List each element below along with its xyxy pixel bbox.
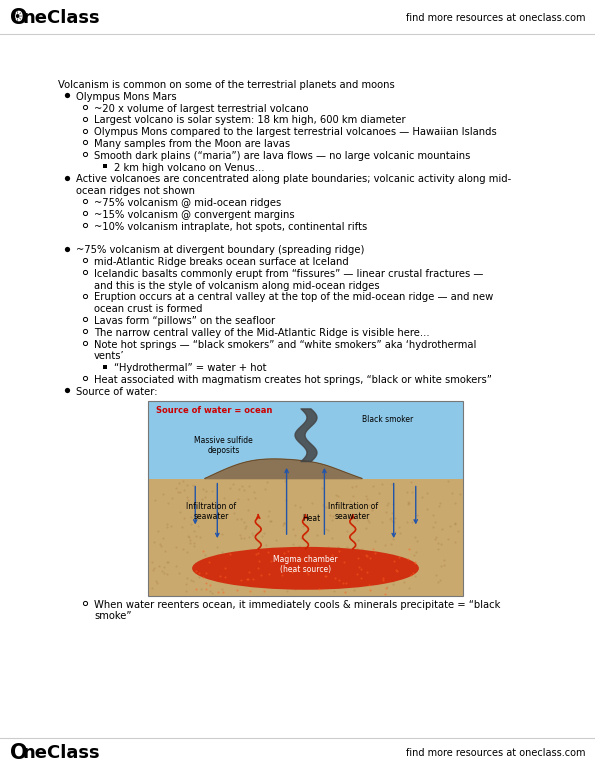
Text: Source of water = ocean: Source of water = ocean	[156, 406, 273, 414]
Text: Note hot springs — “black smokers” and “white smokers” aka ‘hydrothermal: Note hot springs — “black smokers” and “…	[94, 340, 477, 350]
Text: Heat: Heat	[303, 514, 321, 523]
Text: neClass: neClass	[23, 9, 101, 27]
Ellipse shape	[192, 547, 419, 590]
Text: When water reenters ocean, it immediately cools & minerals precipitate = “black: When water reenters ocean, it immediatel…	[94, 600, 500, 610]
Text: Black smoker: Black smoker	[362, 414, 414, 424]
Text: smoke”: smoke”	[94, 611, 131, 621]
Text: ~20 x volume of largest terrestrial volcano: ~20 x volume of largest terrestrial volc…	[94, 104, 308, 114]
Text: ~75% volcanism at divergent boundary (spreading ridge): ~75% volcanism at divergent boundary (sp…	[76, 245, 364, 255]
Text: ~10% volcanism intraplate, hot spots, continental rifts: ~10% volcanism intraplate, hot spots, co…	[94, 222, 367, 232]
Text: Heat associated with magmatism creates hot springs, “black or white smokers”: Heat associated with magmatism creates h…	[94, 375, 492, 385]
Text: Smooth dark plains (“maria”) are lava flows — no large volcanic mountains: Smooth dark plains (“maria”) are lava fl…	[94, 151, 471, 161]
Text: Massive sulfide
deposits: Massive sulfide deposits	[194, 436, 253, 455]
Text: Volcanism is common on some of the terrestrial planets and moons: Volcanism is common on some of the terre…	[58, 80, 394, 90]
Text: Source of water:: Source of water:	[76, 387, 158, 397]
Text: mid-Atlantic Ridge breaks ocean surface at Iceland: mid-Atlantic Ridge breaks ocean surface …	[94, 257, 349, 267]
Text: Many samples from the Moon are lavas: Many samples from the Moon are lavas	[94, 139, 290, 149]
Text: 2 km high volcano on Venus...: 2 km high volcano on Venus...	[114, 162, 265, 172]
Text: Olympus Mons Mars: Olympus Mons Mars	[76, 92, 177, 102]
Text: vents’: vents’	[94, 351, 124, 361]
Text: neClass: neClass	[23, 744, 101, 762]
Text: Infiltration of
seawater: Infiltration of seawater	[328, 502, 378, 521]
Bar	[148, 479, 463, 596]
Text: “Hydrothermal” = water + hot: “Hydrothermal” = water + hot	[114, 363, 267, 373]
Text: ☀: ☀	[12, 12, 23, 25]
Text: Icelandic basalts commonly erupt from “fissures” — linear crustal fractures —: Icelandic basalts commonly erupt from “f…	[94, 269, 483, 279]
Text: Eruption occurs at a central valley at the top of the mid-ocean ridge — and new: Eruption occurs at a central valley at t…	[94, 293, 493, 303]
Bar	[148, 400, 463, 596]
Text: find more resources at oneclass.com: find more resources at oneclass.com	[406, 13, 585, 23]
Text: find more resources at oneclass.com: find more resources at oneclass.com	[406, 748, 585, 758]
Text: and this is the style of volcanism along mid-ocean ridges: and this is the style of volcanism along…	[94, 280, 380, 290]
Text: ~75% volcanism @ mid-ocean ridges: ~75% volcanism @ mid-ocean ridges	[94, 198, 281, 208]
Text: Magma chamber
(heat source): Magma chamber (heat source)	[273, 554, 338, 574]
Text: Infiltration of
seawater: Infiltration of seawater	[186, 502, 236, 521]
Text: Olympus Mons compared to the largest terrestrial volcanoes — Hawaiian Islands: Olympus Mons compared to the largest ter…	[94, 127, 497, 137]
Text: O: O	[10, 8, 27, 28]
Text: ocean crust is formed: ocean crust is formed	[94, 304, 202, 314]
Text: Largest volcano is solar system: 18 km high, 600 km diameter: Largest volcano is solar system: 18 km h…	[94, 116, 406, 126]
Text: Active volcanoes are concentrated along plate boundaries; volcanic activity alon: Active volcanoes are concentrated along …	[76, 174, 511, 184]
Text: O: O	[10, 743, 27, 763]
Text: ~15% volcanism @ convergent margins: ~15% volcanism @ convergent margins	[94, 209, 295, 219]
Text: Lavas form “pillows” on the seafloor: Lavas form “pillows” on the seafloor	[94, 316, 275, 326]
Polygon shape	[205, 459, 362, 479]
Text: The narrow central valley of the Mid-Atlantic Ridge is visible here...: The narrow central valley of the Mid-Atl…	[94, 328, 430, 338]
Bar	[148, 400, 463, 479]
Text: ocean ridges not shown: ocean ridges not shown	[76, 186, 195, 196]
